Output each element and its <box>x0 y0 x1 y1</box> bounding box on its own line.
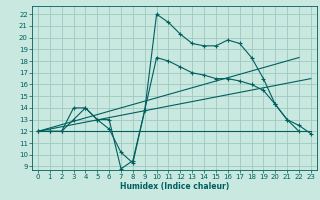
X-axis label: Humidex (Indice chaleur): Humidex (Indice chaleur) <box>120 182 229 191</box>
